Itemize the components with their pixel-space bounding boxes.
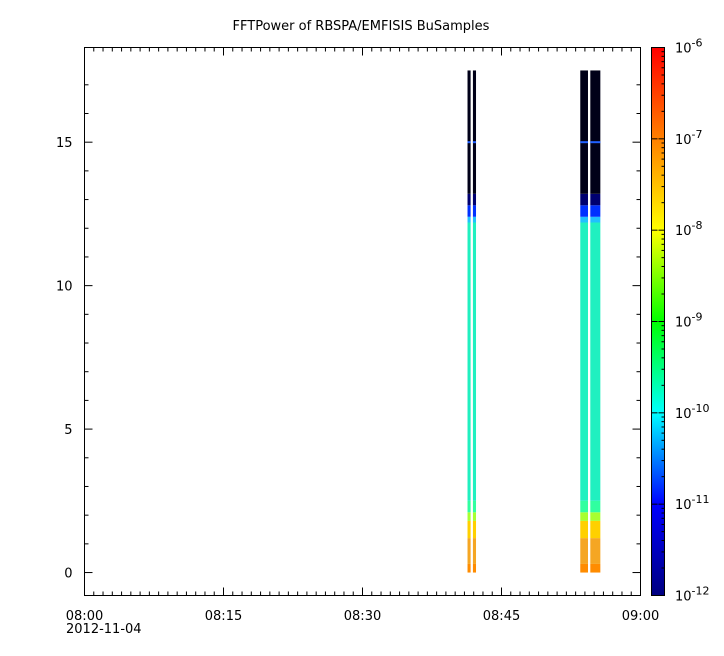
burst-band (590, 193, 601, 206)
burst-band (467, 216, 471, 223)
y-tick-label: 15 (56, 136, 73, 151)
burst-band (590, 216, 601, 223)
burst-band (580, 193, 588, 206)
burst-band (580, 512, 588, 521)
x-tick-label: 08:15 (205, 609, 242, 624)
y-tick-label: 10 (56, 280, 73, 295)
burst-band (580, 222, 588, 501)
burst-band (472, 193, 477, 206)
x-tick-label: 08:30 (344, 609, 381, 624)
burst-line-15 (580, 141, 588, 144)
burst-band (580, 70, 588, 194)
colorbar-tick-label: 10-6 (675, 37, 703, 57)
x-tick-label: 08:00 (66, 609, 103, 624)
burst-line-15 (590, 141, 601, 144)
colorbar-tick-label: 10-7 (675, 128, 703, 148)
burst-line-15 (472, 141, 477, 144)
burst-band (580, 500, 588, 513)
burst-band (580, 205, 588, 217)
x-date-label: 2012-11-04 (66, 622, 142, 637)
burst-4 (590, 70, 601, 573)
burst-band (590, 563, 601, 573)
x-tick-label: 09:00 (622, 609, 659, 624)
burst-band (472, 538, 477, 564)
burst-band (472, 520, 477, 539)
burst-band (467, 520, 471, 539)
y-tick-label: 0 (64, 567, 72, 582)
burst-band (472, 563, 477, 573)
burst-band (590, 205, 601, 217)
burst-band (467, 538, 471, 564)
burst-band (467, 512, 471, 521)
colorbar-axis: 10-6 10-7 10-8 10-9 10-10 10-11 10-12 (651, 37, 710, 605)
burst-1 (467, 70, 471, 573)
burst-band (467, 500, 471, 513)
burst-band (467, 222, 471, 501)
burst-band (467, 563, 471, 573)
burst-band (580, 563, 588, 573)
burst-2 (472, 70, 477, 573)
burst-band (467, 205, 471, 217)
burst-band (580, 520, 588, 539)
colorbar-tick-label: 10-8 (675, 219, 703, 239)
burst-band (472, 500, 477, 513)
burst-band (590, 520, 601, 539)
burst-band (472, 216, 477, 223)
burst-band (467, 193, 471, 206)
colorbar-tick-label: 10-9 (675, 311, 703, 331)
spectrogram-bursts (467, 70, 601, 573)
x-axis: 08:00 08:15 08:30 08:45 09:00 (66, 47, 659, 624)
colorbar-tick-label: 10-12 (675, 585, 710, 605)
burst-line-15 (467, 141, 471, 144)
y-axis: 0 5 10 15 (56, 84, 641, 582)
burst-band (467, 70, 471, 194)
x-tick-label: 08:45 (483, 609, 520, 624)
burst-band (472, 70, 477, 194)
plot-area (84, 47, 641, 596)
burst-band (472, 205, 477, 217)
burst-band (590, 538, 601, 564)
burst-band (472, 222, 477, 501)
burst-band (590, 500, 601, 513)
burst-band (580, 538, 588, 564)
burst-band (590, 222, 601, 501)
colorbar-tick-label: 10-10 (675, 402, 710, 422)
burst-band (590, 512, 601, 521)
burst-band (590, 70, 601, 194)
y-tick-label: 5 (64, 423, 72, 438)
chart-title: FFTPower of RBSPA/EMFISIS BuSamples (233, 19, 490, 34)
colorbar-tick-label: 10-11 (675, 493, 710, 513)
burst-band (580, 216, 588, 223)
burst-3 (580, 70, 588, 573)
burst-band (472, 512, 477, 521)
